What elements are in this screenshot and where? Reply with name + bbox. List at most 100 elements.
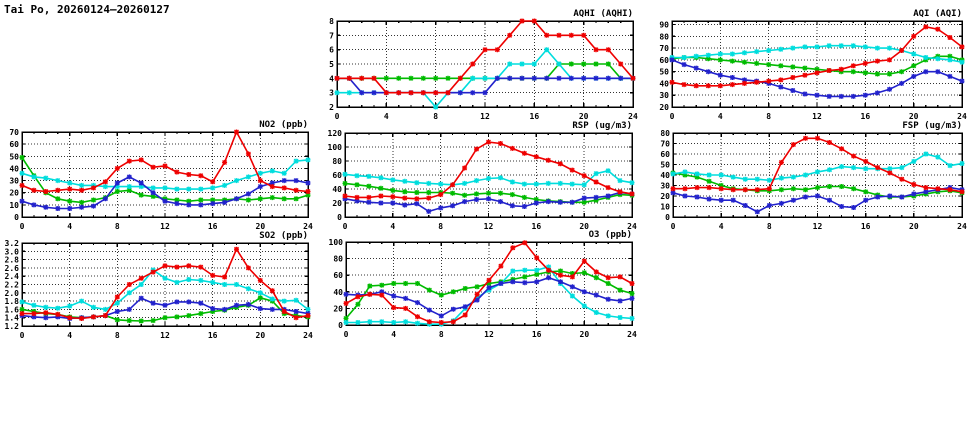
chart-title-rsp: RSP (ug/m3) — [572, 121, 632, 131]
svg-text:40: 40 — [659, 79, 669, 88]
svg-text:0: 0 — [670, 112, 675, 121]
chart-so2: 1.2 1.4 1.6 1.8 2.0 2.2 2.4 2.6 2.8 3.0 3.2 0 4 8 12 16… — [0, 228, 322, 343]
svg-text:0: 0 — [335, 112, 340, 121]
svg-text:12: 12 — [484, 222, 494, 231]
svg-text:24: 24 — [957, 222, 967, 231]
svg-text:4: 4 — [718, 112, 723, 121]
svg-text:20: 20 — [660, 192, 670, 201]
chart-title-no2: NO2 (ppb) — [259, 120, 308, 130]
chart-canvas-o3: 0 20 40 60 80 100 0 4 8 12 16 20 24 — [329, 238, 637, 339]
svg-text:3.0: 3.0 — [5, 247, 20, 256]
svg-text:40: 40 — [9, 164, 19, 173]
svg-text:0: 0 — [665, 213, 670, 222]
svg-text:12: 12 — [813, 222, 823, 231]
svg-text:60: 60 — [659, 56, 669, 65]
svg-text:16: 16 — [532, 330, 542, 339]
chart-canvas-aqhi: 2 3 4 5 6 7 8 0 4 8 12 16 20 24 — [329, 17, 638, 121]
svg-text:12: 12 — [484, 330, 494, 339]
chart-aqhi: 2 3 4 5 6 7 8 0 4 8 12 16 20 24 AQHI (AQHI) — [301, 6, 647, 124]
svg-text:24: 24 — [627, 330, 637, 339]
svg-text:16: 16 — [861, 222, 871, 231]
svg-text:20: 20 — [580, 330, 590, 339]
svg-text:20: 20 — [332, 199, 342, 208]
chart-title-fsp: FSP (ug/m3) — [902, 121, 962, 131]
svg-text:2.2: 2.2 — [5, 281, 20, 290]
chart-canvas-so2: 1.21.41.61.82.02.22.42.62.83.03.2 0 4 8 12 16… — [5, 239, 313, 340]
chart-rsp: 0 20 40 60 80 100 120 0 4 8 12 16 20 24 RSP (ug/m3) — [309, 118, 646, 234]
svg-text:0: 0 — [20, 222, 25, 231]
chart-aqi: 20 30 40 50 60 70 80 90 0 4 8 12 16 20 24 AQI (AQI) — [636, 6, 975, 124]
svg-text:20: 20 — [333, 304, 343, 313]
chart-fsp: 0 10 20 30 40 50 60 70 80 0 4 8 12 16 20 24 FSP (ug/m3) — [637, 118, 975, 234]
chart-canvas-rsp: 0 20 40 60 80 100 120 0 4 8 12 16 20 24 — [328, 129, 637, 231]
svg-text:8: 8 — [438, 222, 443, 231]
svg-text:100: 100 — [329, 238, 344, 247]
svg-text:100: 100 — [328, 143, 343, 152]
svg-text:1.6: 1.6 — [5, 305, 20, 314]
svg-text:20: 20 — [256, 222, 266, 231]
svg-text:6: 6 — [329, 46, 334, 55]
chart-no2: 0 10 20 30 40 50 60 70 0 4 8 12 16 20 24 NO2 (ppb) — [0, 117, 322, 234]
chart-title-aqhi: AQHI (AQHI) — [573, 9, 633, 19]
svg-text:2: 2 — [329, 103, 334, 112]
svg-text:8: 8 — [115, 222, 120, 231]
chart-title-aqi: AQI (AQI) — [913, 9, 962, 19]
svg-text:24: 24 — [628, 112, 638, 121]
svg-text:7: 7 — [329, 31, 334, 40]
svg-text:10: 10 — [660, 203, 670, 212]
svg-text:4: 4 — [384, 112, 389, 121]
svg-text:20: 20 — [659, 103, 669, 112]
svg-text:40: 40 — [660, 171, 670, 180]
svg-text:4: 4 — [329, 74, 334, 83]
svg-text:8: 8 — [767, 222, 772, 231]
svg-text:3.2: 3.2 — [5, 239, 20, 248]
svg-text:4: 4 — [391, 330, 396, 339]
svg-text:20: 20 — [9, 189, 19, 198]
svg-text:12: 12 — [480, 112, 490, 121]
svg-text:40: 40 — [333, 288, 343, 297]
svg-text:90: 90 — [659, 21, 669, 30]
svg-text:60: 60 — [9, 140, 19, 149]
chart-canvas-aqi: 20 30 40 50 60 70 80 90 0 4 8 12 16 20 24 — [659, 20, 967, 121]
svg-text:20: 20 — [579, 112, 589, 121]
svg-text:50: 50 — [660, 161, 670, 170]
svg-text:16: 16 — [208, 331, 218, 340]
svg-text:24: 24 — [303, 222, 313, 231]
svg-text:4: 4 — [67, 331, 72, 340]
svg-text:2.6: 2.6 — [5, 264, 20, 273]
svg-text:0: 0 — [338, 321, 343, 330]
svg-text:0: 0 — [337, 213, 342, 222]
svg-text:30: 30 — [659, 91, 669, 100]
svg-text:0: 0 — [344, 330, 349, 339]
svg-text:24: 24 — [957, 112, 967, 121]
svg-text:0: 0 — [14, 213, 19, 222]
svg-text:1.4: 1.4 — [5, 314, 20, 323]
svg-text:30: 30 — [9, 177, 19, 186]
svg-text:80: 80 — [659, 32, 669, 41]
svg-text:24: 24 — [627, 222, 637, 231]
svg-text:12: 12 — [160, 222, 170, 231]
svg-text:1.8: 1.8 — [5, 297, 20, 306]
svg-text:40: 40 — [332, 185, 342, 194]
chart-title-so2: SO2 (ppb) — [259, 231, 308, 241]
svg-text:16: 16 — [208, 222, 218, 231]
svg-text:3: 3 — [329, 89, 334, 98]
svg-text:8: 8 — [433, 112, 438, 121]
svg-text:20: 20 — [909, 112, 919, 121]
svg-text:80: 80 — [660, 129, 670, 138]
chart-o3: 0 20 40 60 80 100 0 4 8 12 16 20 24 O3 (ppb) — [310, 227, 646, 342]
svg-text:20: 20 — [256, 331, 266, 340]
chart-canvas-no2: 0 10 20 30 40 50 60 70 0 4 8 12 16 20 24 — [9, 128, 313, 231]
svg-text:2.0: 2.0 — [5, 289, 20, 298]
svg-text:16: 16 — [530, 112, 540, 121]
svg-text:120: 120 — [328, 129, 343, 138]
svg-text:0: 0 — [343, 222, 348, 231]
svg-text:1.2: 1.2 — [5, 322, 20, 331]
svg-text:70: 70 — [659, 44, 669, 53]
svg-text:24: 24 — [303, 331, 313, 340]
svg-text:30: 30 — [660, 182, 670, 191]
svg-text:8: 8 — [329, 17, 334, 26]
svg-text:8: 8 — [439, 330, 444, 339]
